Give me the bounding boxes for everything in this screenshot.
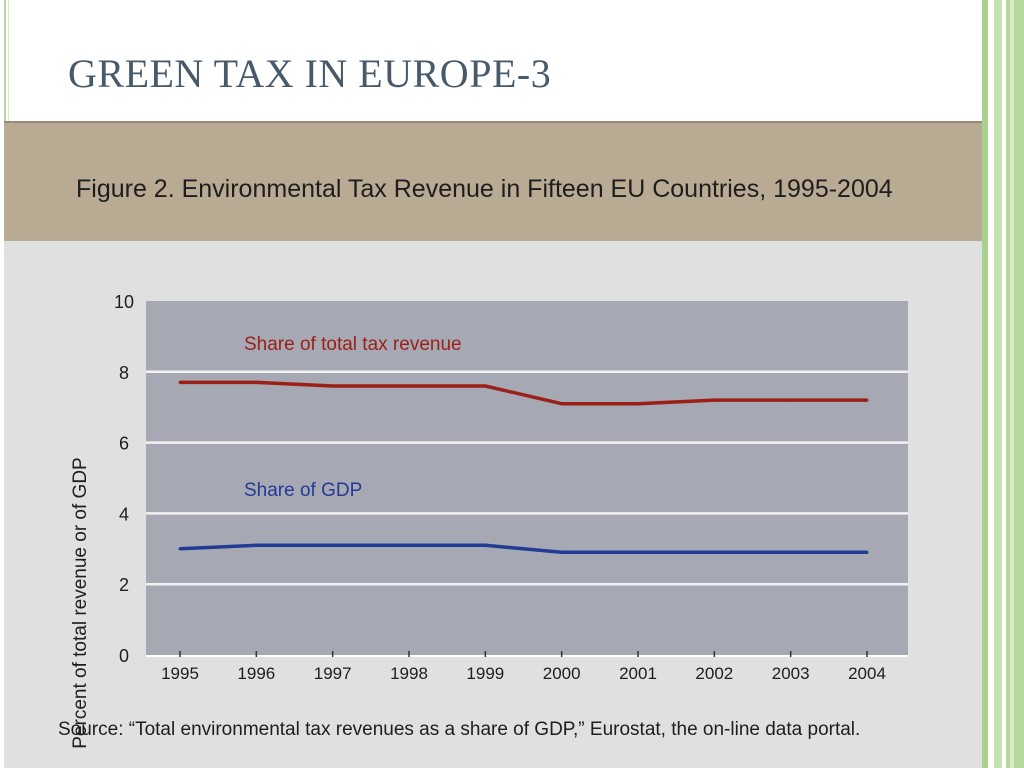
data-point [178,547,182,551]
x-tick-label: 1995 [161,664,199,683]
series-label: Share of total tax revenue [244,334,462,355]
data-point [712,398,716,402]
x-tick-label: 2002 [695,664,733,683]
figure-panel: Figure 2. Environmental Tax Revenue in F… [4,121,984,768]
data-point [789,398,793,402]
figure-source-note: Source: “Total environmental tax revenue… [58,719,861,740]
series-line [180,380,867,406]
x-tick-label: 1996 [237,664,275,683]
y-axis-label: Percent of total revenue or of GDP [70,457,91,749]
figure-header: Figure 2. Environmental Tax Revenue in F… [4,123,984,241]
x-tick-label: 1999 [466,664,504,683]
data-point [254,380,258,384]
data-point [712,550,716,554]
data-point [865,398,869,402]
slide-title: GREEN TAX IN EUROPE-3 [68,51,552,96]
data-point [560,550,564,554]
data-point [407,384,411,388]
data-point [407,543,411,547]
y-tick-label: 8 [119,363,129,383]
x-tick-label: 2003 [772,664,810,683]
series-line [179,543,867,555]
x-tick-label: 2004 [848,664,886,683]
data-point [331,384,335,388]
x-tick-label: 2000 [543,664,581,683]
data-point [254,543,258,547]
plot-area [146,301,908,655]
x-tick-label: 1998 [390,664,428,683]
y-tick-label: 4 [119,504,129,524]
x-tick-label: 1997 [314,664,352,683]
y-tick-label: 6 [119,434,129,454]
data-point [865,550,869,554]
data-point [483,384,487,388]
x-tick-label: 2001 [619,664,657,683]
y-tick-label: 10 [114,292,134,312]
data-point [331,543,335,547]
y-tick-label: 0 [119,646,129,666]
data-point [636,550,640,554]
y-tick-label: 2 [119,575,129,595]
data-point [483,543,487,547]
line-chart: 0 2 4 6 8 10 1995 1996 1997 1998 1999 2000 2001 2002 2… [114,292,908,683]
data-point [560,402,564,406]
figure-caption: Figure 2. Environmental Tax Revenue in F… [76,175,893,203]
right-decorative-bar [982,0,1024,768]
data-point [636,402,640,406]
data-point [789,550,793,554]
series-label: Share of GDP [244,480,362,501]
data-point [178,380,182,384]
